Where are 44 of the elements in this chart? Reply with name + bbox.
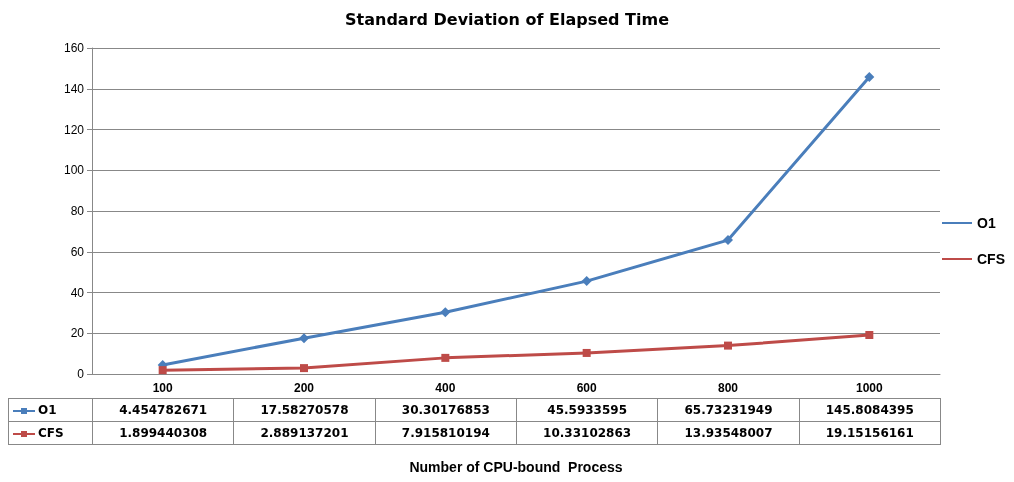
point (440, 307, 451, 318)
y-tick-label: 0 (77, 367, 85, 381)
y-tick-label: 80 (70, 204, 85, 218)
text: O1 (38, 403, 57, 417)
chart-title: Standard Deviation of Elapsed Time (345, 9, 670, 29)
x-tick-label: 200 (293, 381, 315, 395)
point (300, 364, 308, 373)
data-label: 7.915810194 (375, 421, 517, 445)
x-tick-label: 100 (152, 381, 173, 395)
legend-label: CFS (8, 421, 93, 445)
y-tick-label: 140 (63, 81, 85, 96)
x-tick-label: 800 (717, 381, 739, 395)
point (299, 333, 309, 344)
data-label: 65.73231949 (657, 398, 800, 422)
data-label: 1.899440308 (92, 421, 234, 445)
point (158, 366, 167, 375)
point (582, 348, 591, 357)
point (581, 276, 592, 287)
data-label: 145.8084395 (799, 398, 941, 422)
y-tick-label: 40 (70, 285, 85, 300)
data-label: 17.58270578 (233, 398, 376, 422)
legend-label: O1 (977, 215, 996, 231)
y-tick-label: 100 (63, 163, 85, 178)
x-tick-label: 1000 (855, 381, 883, 395)
point (864, 71, 875, 82)
point (865, 330, 874, 339)
point (441, 353, 450, 362)
x-axis-title: Number of CPU-bound Process (409, 459, 623, 475)
data-label: 10.33102863 (516, 421, 658, 445)
data-label: 30.30176853 (375, 398, 517, 422)
data-label: 19.15156161 (799, 421, 941, 445)
data-label: 2.889137201 (233, 421, 376, 445)
y-tick-label: 120 (63, 122, 85, 137)
x-tick-label: 600 (576, 381, 597, 395)
x-tick-label: 400 (435, 381, 456, 395)
text: CFS (977, 251, 1005, 267)
y-tick-label: 160 (63, 41, 85, 55)
data-label: 4.454782671 (92, 398, 234, 422)
point (724, 341, 732, 350)
data-label: 13.93548007 (657, 421, 800, 445)
y-tick-label: 60 (70, 244, 85, 259)
point (723, 235, 733, 246)
y-tick-label: 20 (70, 326, 85, 341)
data-label: 45.5933595 (516, 398, 658, 422)
